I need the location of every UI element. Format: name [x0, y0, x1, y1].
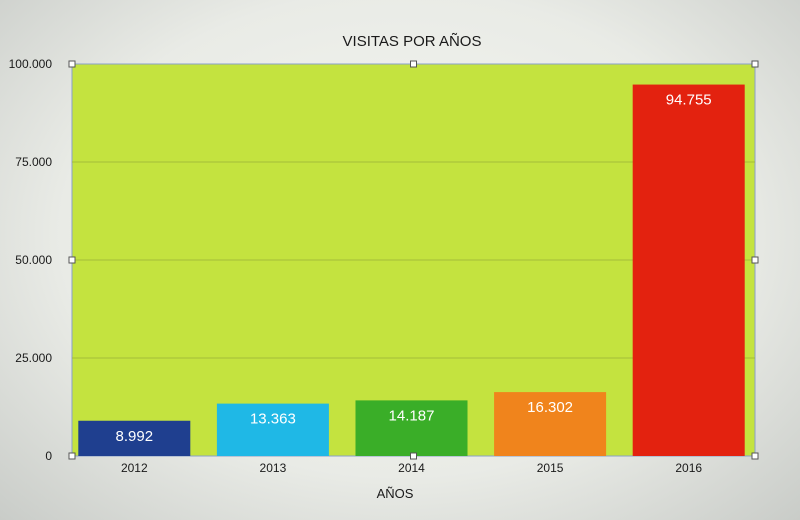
bar-2013	[216, 403, 329, 456]
resize-handle[interactable]	[68, 60, 76, 68]
bar-value-label: 16.302	[527, 399, 573, 416]
x-tick-label: 2016	[675, 461, 702, 475]
y-tick-label: 75.000	[15, 155, 52, 169]
resize-handle[interactable]	[410, 452, 417, 460]
x-axis-ticks: 2012 2013 2014 2015 2016	[121, 461, 702, 475]
y-axis-ticks: 0 25.000 50.000 75.000 100.000	[9, 57, 53, 463]
y-tick-label: 50.000	[15, 253, 52, 267]
x-tick-label: 2013	[260, 461, 287, 475]
x-axis-title: AÑOS	[377, 486, 414, 501]
y-tick-label: 100.000	[9, 57, 53, 71]
bars: 8.992 13.363 14.187 16.302 94.755	[78, 84, 745, 457]
bar-2012	[78, 420, 191, 456]
resize-handle[interactable]	[410, 60, 417, 68]
bar-value-label: 14.187	[389, 407, 435, 424]
resize-handle[interactable]	[68, 256, 76, 264]
resize-handle[interactable]	[751, 256, 759, 264]
x-tick-label: 2015	[537, 461, 564, 475]
bar-value-label: 13.363	[250, 411, 296, 428]
resize-handle[interactable]	[68, 452, 76, 460]
selection-handles[interactable]	[68, 60, 759, 460]
resize-handle[interactable]	[751, 452, 759, 460]
bar-value-label: 94.755	[666, 92, 712, 109]
x-tick-label: 2012	[121, 461, 148, 475]
y-tick-label: 25.000	[15, 351, 52, 365]
bar-2015	[494, 392, 607, 456]
chart-title: VISITAS POR AÑOS	[343, 33, 482, 50]
x-tick-label: 2014	[398, 461, 425, 475]
bar-2014	[355, 400, 468, 456]
resize-handle[interactable]	[751, 60, 759, 68]
bar-2016	[632, 84, 745, 457]
bar-value-label: 8.992	[116, 428, 154, 445]
y-tick-label: 0	[45, 449, 52, 463]
